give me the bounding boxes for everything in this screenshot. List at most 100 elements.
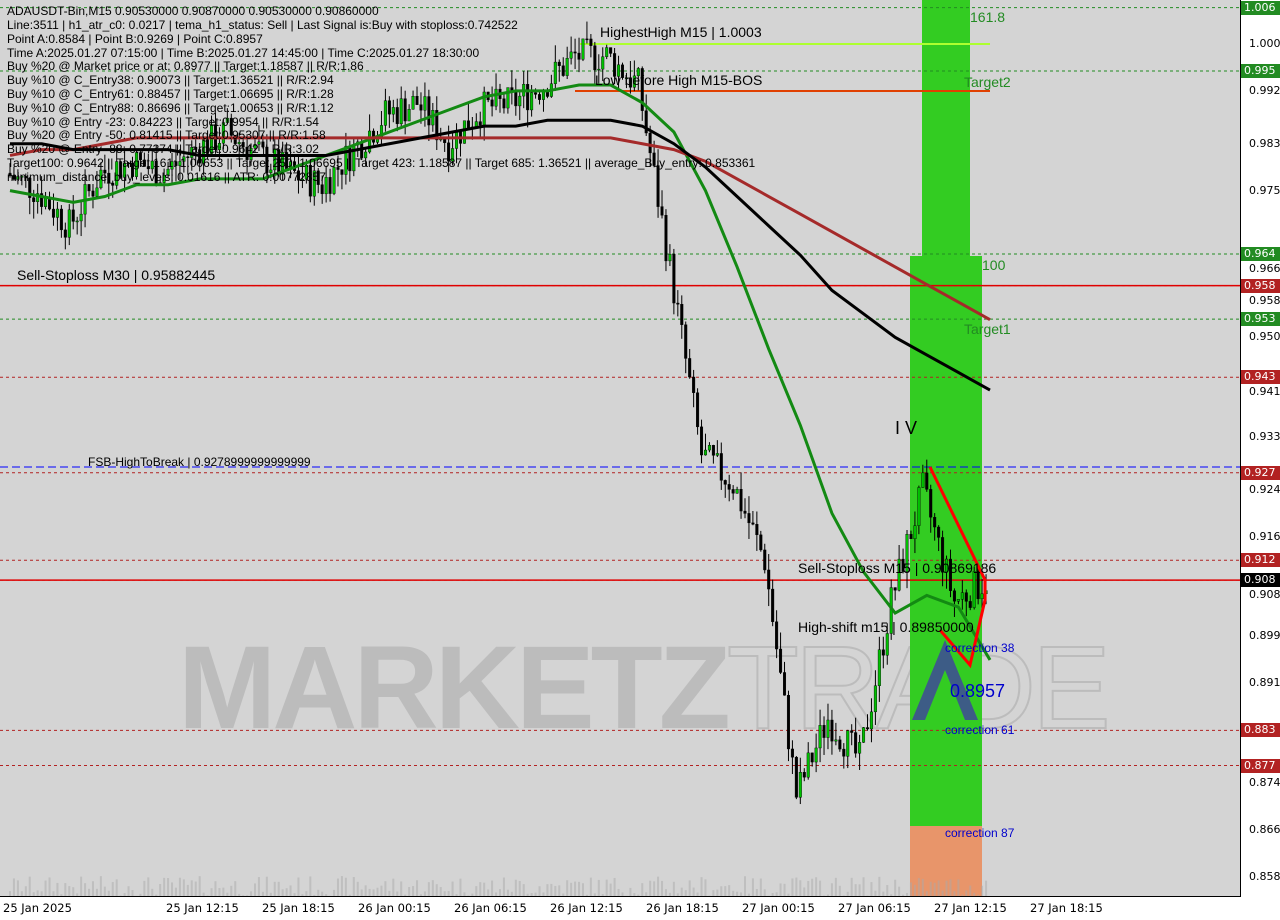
volume-bar	[56, 882, 59, 896]
volume-bar	[514, 879, 517, 896]
volume-bar	[269, 892, 272, 896]
candle-body	[123, 162, 127, 178]
volume-bar	[925, 891, 928, 896]
candle-body	[755, 524, 759, 536]
candle-body	[569, 51, 573, 59]
volume-bar	[957, 879, 960, 896]
candle-body	[952, 590, 956, 602]
candle-body	[443, 138, 447, 144]
volume-bar	[878, 876, 881, 896]
volume-bar	[886, 885, 889, 896]
volume-bar	[416, 880, 419, 896]
candle-body	[225, 117, 229, 123]
candle-body	[905, 534, 909, 572]
volume-bar	[178, 877, 181, 896]
y-tick-label: 0.975	[1249, 183, 1280, 197]
volume-bar	[147, 877, 150, 896]
candle-body	[640, 68, 644, 111]
volume-bar	[657, 876, 660, 896]
volume-bar	[566, 880, 569, 896]
volume-bar	[91, 881, 94, 896]
y-tick-label: 0.966	[1249, 262, 1280, 275]
chart-plot-area[interactable]: MARKETZTRADE ADAUSDT-Bin,M15 0.90530000 …	[0, 0, 1241, 897]
candle-body	[194, 146, 198, 150]
candle-body	[178, 161, 182, 166]
volume-bar	[143, 880, 146, 896]
candle-body	[502, 98, 506, 109]
candle-body	[964, 592, 968, 602]
volume-bar	[593, 893, 596, 896]
volume-bar	[163, 877, 166, 896]
volume-bar	[313, 894, 316, 896]
candle-body	[968, 601, 972, 608]
volume-bar	[293, 893, 296, 896]
volume-bar	[451, 881, 454, 896]
volume-bar	[336, 878, 339, 896]
volume-bar	[542, 892, 545, 896]
volume-bar	[435, 884, 438, 896]
candle-body	[941, 537, 945, 573]
volume-bar	[127, 886, 130, 896]
candle-body	[818, 725, 822, 749]
price-level-tag: 0.883	[1241, 723, 1280, 738]
volume-bar	[779, 883, 782, 896]
candle-body	[435, 110, 439, 141]
volume-bar	[392, 878, 395, 896]
candle-body	[130, 162, 134, 177]
volume-bar	[76, 893, 79, 896]
y-tick-label: 0.950	[1249, 330, 1280, 344]
candle-body	[850, 730, 854, 733]
candle-body	[885, 633, 889, 656]
candle-body	[581, 38, 585, 60]
volume-bar	[431, 880, 434, 896]
volume-bar	[419, 894, 422, 896]
candle-body	[308, 165, 312, 197]
candle-body	[103, 169, 107, 174]
candle-body	[585, 38, 589, 41]
candle-body	[415, 96, 419, 105]
volume-bar	[597, 879, 600, 896]
fib-161-label: 161.8	[970, 9, 1006, 25]
volume-bar	[139, 893, 142, 896]
volume-bar	[854, 884, 857, 896]
volume-bar	[234, 881, 237, 896]
volume-bar	[953, 891, 956, 896]
volume-bar	[807, 880, 810, 896]
volume-bar	[945, 880, 948, 896]
high-shift-label: High-shift m15 | 0.89850000	[798, 619, 974, 635]
volume-bar	[242, 895, 245, 896]
candle-body	[676, 302, 680, 305]
x-tick-label: 26 Jan 06:15	[454, 901, 527, 915]
candle-body	[632, 75, 636, 88]
candle-body	[798, 772, 802, 798]
volume-bar	[99, 876, 102, 896]
low-before-high-label: Low before High M15-BOS	[595, 72, 763, 88]
volume-bar	[226, 892, 229, 896]
candle-body	[692, 376, 696, 393]
candle-body	[830, 719, 834, 742]
pattern-triangle	[912, 640, 978, 720]
candle-body	[534, 92, 538, 95]
volume-bar	[28, 876, 31, 896]
volume-bar	[534, 892, 537, 896]
x-tick-label: 25 Jan 12:15	[166, 901, 239, 915]
volume-bar	[862, 877, 865, 896]
candle-body	[332, 167, 336, 194]
candle-body	[241, 142, 245, 148]
candle-body	[427, 96, 431, 126]
candle-body	[328, 177, 332, 194]
volume-bar	[463, 892, 466, 896]
volume-bar	[574, 881, 577, 896]
candle-body	[55, 208, 59, 218]
candle-body	[901, 558, 905, 572]
candle-body	[636, 68, 640, 77]
info-line: Buy %10 @ Entry -23: 0.84223 || Target:0…	[7, 114, 319, 129]
volume-bar	[684, 890, 687, 896]
volume-bar	[676, 893, 679, 896]
volume-bar	[803, 887, 806, 896]
candle-body	[411, 96, 415, 110]
candle-body	[628, 77, 632, 88]
volume-bar	[558, 885, 561, 896]
candle-body	[229, 117, 233, 136]
info-line: Line:3511 | h1_atr_c0: 0.0217 | tema_h1_…	[7, 18, 518, 32]
